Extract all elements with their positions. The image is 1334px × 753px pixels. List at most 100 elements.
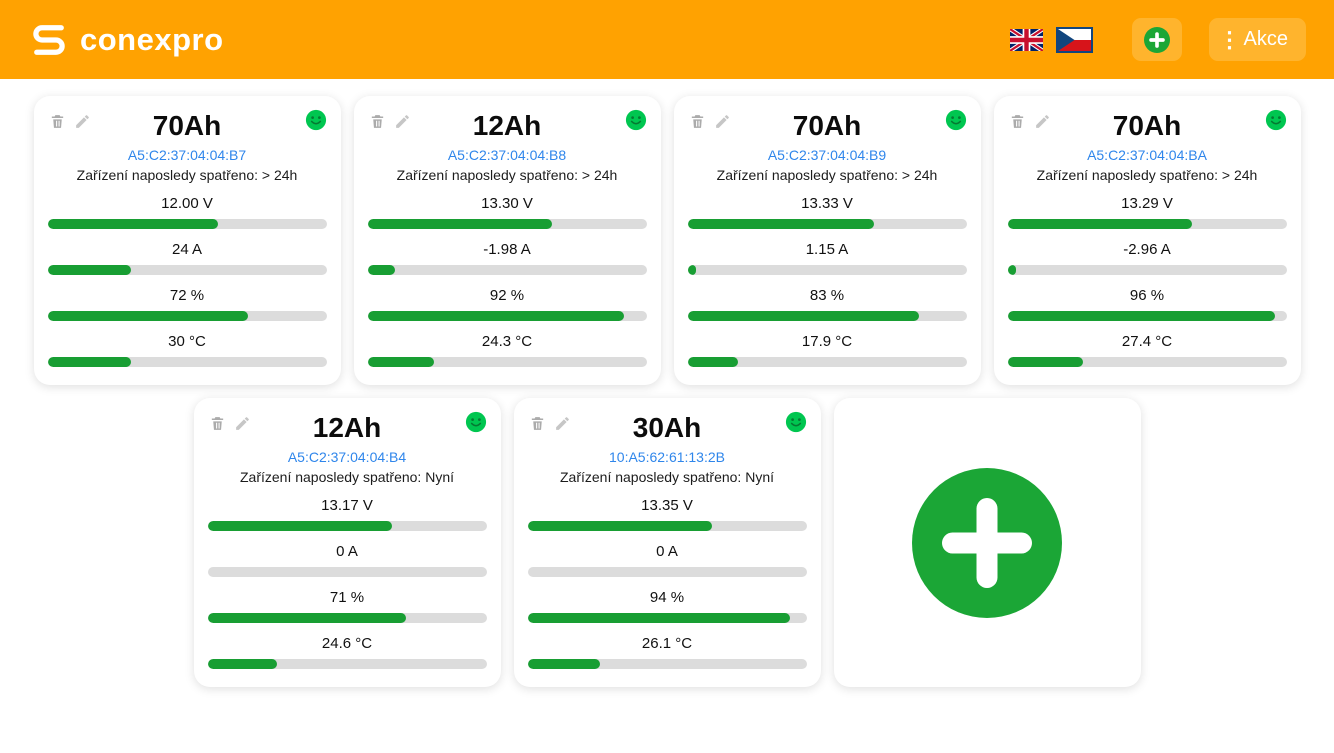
czech-flag-icon — [1058, 29, 1091, 51]
trash-icon — [689, 113, 706, 130]
temperature-value: 27.4 °C — [1121, 333, 1173, 350]
mac-address: A5:C2:37:04:04:B4 — [287, 449, 407, 465]
temperature-metric: 17.9 °C — [687, 333, 967, 367]
trash-icon — [49, 113, 66, 130]
edit-button[interactable] — [1034, 113, 1051, 130]
delete-button[interactable] — [209, 415, 226, 432]
voltage-bar-fill — [527, 521, 712, 531]
trash-icon — [1009, 113, 1026, 130]
brand-logo: conexpro — [28, 19, 224, 61]
delete-button[interactable] — [689, 113, 706, 130]
last-seen-text: Zařízení naposledy spatřeno: Nyní — [239, 469, 454, 485]
last-seen-text: Zařízení naposledy spatřeno: > 24h — [1036, 167, 1258, 183]
status-smiley-icon — [1265, 109, 1287, 131]
mac-address: 10:A5:62:61:13:2B — [609, 449, 725, 465]
last-seen-text: Zařízení naposledy spatřeno: > 24h — [716, 167, 938, 183]
last-seen-text: Zařízení naposledy spatřeno: > 24h — [396, 167, 618, 183]
current-bar — [207, 567, 487, 577]
edit-button[interactable] — [234, 415, 251, 432]
pencil-icon — [554, 415, 571, 432]
voltage-value: 13.30 V — [481, 195, 533, 212]
temperature-metric: 27.4 °C — [1007, 333, 1287, 367]
temperature-bar-fill — [207, 659, 278, 669]
voltage-bar-fill — [367, 219, 552, 229]
delete-button[interactable] — [369, 113, 386, 130]
mac-address: A5:C2:37:04:04:BA — [1087, 147, 1207, 163]
edit-button[interactable] — [74, 113, 91, 130]
current-bar-fill — [367, 265, 396, 275]
actions-menu-label: Akce — [1243, 28, 1288, 50]
temperature-metric: 24.6 °C — [207, 635, 487, 669]
charge-bar-fill — [687, 311, 920, 321]
charge-value: 94 % — [649, 589, 685, 606]
charge-value: 72 % — [169, 287, 205, 304]
language-english-button[interactable] — [1010, 29, 1043, 51]
language-czech-button[interactable] — [1055, 26, 1093, 53]
charge-bar — [47, 311, 327, 321]
charge-bar — [527, 613, 807, 623]
header-actions: ⋮ Akce — [1010, 18, 1306, 61]
conexpro-logo-icon — [28, 19, 70, 61]
mac-address: A5:C2:37:04:04:B9 — [767, 147, 887, 163]
trash-icon — [529, 415, 546, 432]
current-value: 24 A — [171, 241, 203, 258]
trash-icon — [369, 113, 386, 130]
current-value: 0 A — [656, 543, 678, 560]
edit-button[interactable] — [714, 113, 731, 130]
voltage-metric: 13.29 V — [1007, 195, 1287, 229]
charge-value: 92 % — [489, 287, 525, 304]
charge-metric: 96 % — [1007, 287, 1287, 321]
app-header: conexpro ⋮ Akce — [0, 0, 1334, 79]
uk-flag-icon — [1010, 29, 1043, 51]
delete-button[interactable] — [1009, 113, 1026, 130]
plus-circle-icon — [1144, 27, 1170, 53]
voltage-value: 13.33 V — [801, 195, 853, 212]
charge-metric: 72 % — [47, 287, 327, 321]
mac-address: A5:C2:37:04:04:B7 — [127, 147, 247, 163]
actions-menu-button[interactable]: ⋮ Akce — [1208, 18, 1306, 61]
current-bar — [687, 265, 967, 275]
card-tools — [209, 415, 251, 432]
voltage-bar — [47, 219, 327, 229]
temperature-bar — [527, 659, 807, 669]
card-tools — [49, 113, 91, 130]
add-device-button[interactable] — [1131, 18, 1182, 61]
edit-button[interactable] — [394, 113, 411, 130]
delete-button[interactable] — [529, 415, 546, 432]
voltage-bar — [367, 219, 647, 229]
status-smiley-icon — [945, 109, 967, 131]
charge-bar — [1007, 311, 1287, 321]
pencil-icon — [234, 415, 251, 432]
current-bar — [527, 567, 807, 577]
status-smiley-icon — [785, 411, 807, 433]
charge-metric: 92 % — [367, 287, 647, 321]
current-metric: 1.15 A — [687, 241, 967, 275]
voltage-bar-fill — [207, 521, 392, 531]
add-device-card[interactable] — [833, 398, 1141, 687]
charge-value: 96 % — [1129, 287, 1165, 304]
current-bar-fill — [687, 265, 696, 275]
card-tools — [529, 415, 571, 432]
current-bar — [367, 265, 647, 275]
current-metric: 24 A — [47, 241, 327, 275]
last-seen-text: Zařízení naposledy spatřeno: > 24h — [76, 167, 298, 183]
voltage-bar — [687, 219, 967, 229]
current-bar — [47, 265, 327, 275]
current-value: -2.96 A — [1123, 241, 1171, 258]
edit-button[interactable] — [554, 415, 571, 432]
temperature-bar-fill — [1007, 357, 1083, 367]
voltage-bar — [1007, 219, 1287, 229]
current-bar-fill — [47, 265, 132, 275]
delete-button[interactable] — [49, 113, 66, 130]
charge-metric: 71 % — [207, 589, 487, 623]
temperature-metric: 24.3 °C — [367, 333, 647, 367]
charge-bar — [207, 613, 487, 623]
current-metric: 0 A — [207, 543, 487, 577]
charge-value: 71 % — [329, 589, 365, 606]
cards-grid: 70Ah A5:C2:37:04:04:B7 Zařízení naposled… — [0, 79, 1334, 704]
current-metric: -2.96 A — [1007, 241, 1287, 275]
brand-name: conexpro — [80, 21, 224, 57]
current-metric: 0 A — [527, 543, 807, 577]
temperature-value: 26.1 °C — [641, 635, 693, 652]
temperature-bar — [207, 659, 487, 669]
